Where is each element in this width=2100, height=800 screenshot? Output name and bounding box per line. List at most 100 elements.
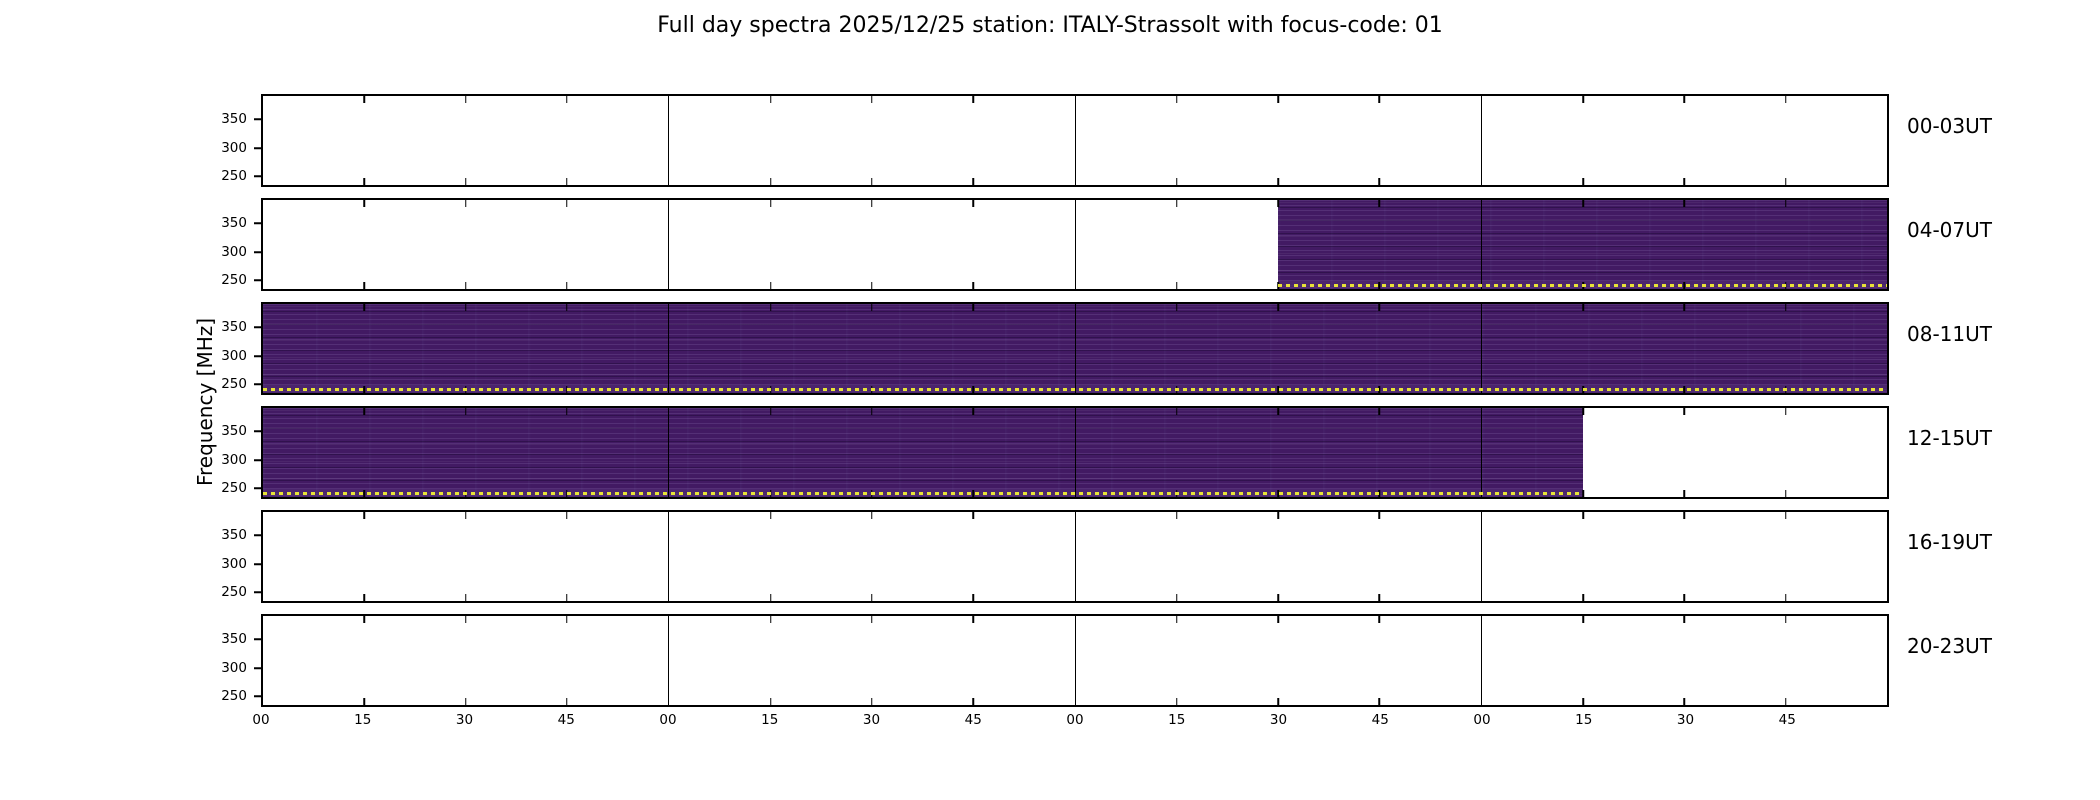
x-tick-label: 45 <box>1778 712 1796 728</box>
y-tick-label: 300 <box>221 348 247 365</box>
y-tick-label: 350 <box>221 111 247 128</box>
minor-tick <box>1176 408 1178 415</box>
minor-tick <box>1582 178 1584 185</box>
y-tick <box>254 695 261 697</box>
y-tick-label: 300 <box>221 452 247 469</box>
minor-tick <box>1683 512 1686 519</box>
y-tick <box>254 459 261 461</box>
minor-tick <box>1784 96 1787 103</box>
minor-tick <box>566 304 568 311</box>
minor-tick <box>464 408 467 415</box>
minor-tick <box>1378 96 1381 103</box>
minor-tick <box>972 282 974 289</box>
x-tick-label: 00 <box>1473 712 1491 728</box>
minor-tick <box>972 408 974 415</box>
minor-tick <box>1176 594 1178 601</box>
y-tick-label: 350 <box>221 319 247 336</box>
minor-tick <box>871 200 873 207</box>
x-tick-label: 30 <box>455 712 474 728</box>
row-time-label: 08-11UT <box>1907 322 1992 346</box>
minor-tick <box>769 96 772 103</box>
hour-panel <box>1076 200 1482 289</box>
minor-tick <box>1582 594 1584 601</box>
minor-tick <box>464 304 467 311</box>
hour-panel-grid <box>263 200 1887 289</box>
spectra-row-16-19ut: 350 300 250 16-19UT <box>221 510 1992 603</box>
minor-tick <box>363 304 366 311</box>
minor-tick <box>972 304 974 311</box>
y-tick <box>254 534 261 536</box>
y-tick <box>254 251 261 253</box>
minor-tick <box>1176 616 1178 623</box>
minor-tick <box>1582 616 1584 623</box>
y-tick-label: 300 <box>221 244 247 261</box>
y-tick <box>254 430 261 432</box>
minor-tick <box>769 616 772 623</box>
minor-tick <box>1277 594 1279 601</box>
minor-tick <box>1582 490 1584 497</box>
minor-tick <box>1277 96 1279 103</box>
minor-tick <box>972 512 974 519</box>
minor-tick <box>871 408 873 415</box>
minor-tick <box>769 304 772 311</box>
minor-tick <box>363 408 366 415</box>
x-tick-label: 15 <box>1168 712 1186 728</box>
minor-tick <box>1277 178 1279 185</box>
minor-tick <box>871 594 873 601</box>
hour-panel <box>263 512 670 601</box>
minor-tick <box>1784 304 1787 311</box>
y-tick <box>254 383 261 385</box>
minor-tick <box>1176 96 1178 103</box>
hour-panel <box>263 96 670 185</box>
x-tick-label: 45 <box>557 712 575 728</box>
y-tick <box>254 118 261 120</box>
y-tick-label: 250 <box>221 376 247 393</box>
x-tick-label: 00 <box>252 712 270 728</box>
y-tick <box>254 487 261 489</box>
x-tick-label: 30 <box>1676 712 1695 728</box>
hour-panel <box>669 96 1076 185</box>
row-time-label: 16-19UT <box>1907 530 1992 554</box>
minor-tick <box>769 408 772 415</box>
y-tick <box>254 638 261 640</box>
hour-panel-grid <box>263 512 1887 601</box>
minor-tick <box>566 698 568 705</box>
hour-panel <box>669 408 1076 497</box>
minor-tick <box>972 698 974 705</box>
y-tick <box>254 279 261 281</box>
minor-tick <box>1378 698 1381 705</box>
y-tick-label: 350 <box>221 215 247 232</box>
minor-tick <box>1176 304 1178 311</box>
minor-tick <box>1378 304 1381 311</box>
minor-tick <box>1582 304 1584 311</box>
y-tick-label: 300 <box>221 556 247 573</box>
minor-tick <box>871 96 873 103</box>
hour-panel-grid <box>263 616 1887 705</box>
minor-tick <box>1784 512 1787 519</box>
y-tick <box>254 222 261 224</box>
minor-tick <box>972 96 974 103</box>
minor-tick <box>464 200 467 207</box>
minor-tick <box>769 178 772 185</box>
x-tick-label: 00 <box>659 712 677 728</box>
x-tick-label: 30 <box>862 712 881 728</box>
minor-tick <box>566 408 568 415</box>
hour-panel <box>1482 304 1887 393</box>
minor-tick <box>1784 616 1787 623</box>
minor-tick <box>1784 698 1787 705</box>
hour-panel <box>263 200 670 289</box>
minor-tick <box>1784 178 1787 185</box>
minor-tick <box>1378 178 1381 185</box>
minor-tick <box>1277 616 1279 623</box>
minor-tick <box>566 96 568 103</box>
y-tick-label: 350 <box>221 631 247 648</box>
minor-tick <box>1582 698 1584 705</box>
minor-tick <box>464 96 467 103</box>
y-tick-label: 350 <box>221 423 247 440</box>
minor-tick <box>566 594 568 601</box>
row-time-label: 00-03UT <box>1907 114 1992 138</box>
hour-panel <box>263 616 670 705</box>
minor-tick <box>1784 408 1787 415</box>
minor-tick <box>566 616 568 623</box>
spectrogram-data <box>263 408 1583 497</box>
